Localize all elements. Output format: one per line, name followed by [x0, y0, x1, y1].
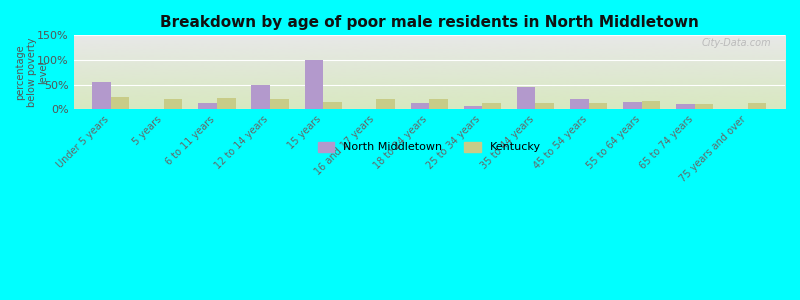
- Bar: [305, 60, 323, 109]
- Bar: [694, 104, 714, 109]
- Bar: [570, 99, 589, 109]
- Bar: [517, 87, 535, 109]
- Bar: [482, 103, 501, 109]
- Bar: [217, 98, 235, 109]
- Bar: [748, 103, 766, 109]
- Bar: [92, 82, 111, 109]
- Bar: [376, 99, 395, 109]
- Bar: [589, 103, 607, 109]
- Y-axis label: percentage
below poverty
level: percentage below poverty level: [15, 38, 48, 107]
- Bar: [198, 103, 217, 109]
- Bar: [270, 99, 289, 109]
- Bar: [676, 104, 694, 109]
- Bar: [111, 97, 130, 109]
- Text: City-Data.com: City-Data.com: [701, 38, 770, 48]
- Legend: North Middletown, Kentucky: North Middletown, Kentucky: [313, 137, 546, 157]
- Bar: [464, 106, 482, 109]
- Bar: [535, 103, 554, 109]
- Bar: [323, 102, 342, 109]
- Bar: [410, 103, 430, 109]
- Bar: [623, 102, 642, 109]
- Bar: [642, 101, 660, 109]
- Bar: [251, 85, 270, 109]
- Title: Breakdown by age of poor male residents in North Middletown: Breakdown by age of poor male residents …: [160, 15, 698, 30]
- Bar: [430, 99, 448, 109]
- Bar: [164, 99, 182, 109]
